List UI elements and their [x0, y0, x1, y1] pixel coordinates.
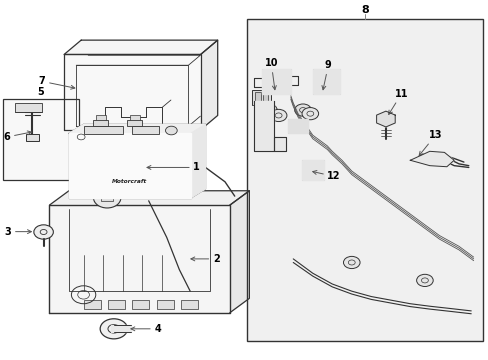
Bar [157, 300, 173, 309]
Circle shape [260, 104, 277, 116]
Polygon shape [229, 191, 249, 313]
Bar [304, 162, 311, 178]
Bar [83, 126, 122, 134]
Text: 13: 13 [418, 130, 442, 156]
Bar [181, 300, 198, 309]
Bar [314, 162, 321, 178]
Polygon shape [261, 69, 290, 94]
Polygon shape [312, 69, 339, 94]
Bar [130, 116, 140, 120]
Circle shape [302, 108, 318, 120]
Text: 8: 8 [361, 5, 368, 15]
Bar [272, 72, 279, 92]
Polygon shape [190, 125, 205, 198]
Bar [101, 195, 113, 201]
Text: Motorcraft: Motorcraft [112, 179, 147, 184]
Text: 6: 6 [4, 131, 31, 142]
Polygon shape [49, 205, 229, 313]
Polygon shape [111, 325, 131, 332]
Polygon shape [69, 125, 205, 134]
Bar [96, 116, 105, 120]
Bar [3, 99, 79, 180]
Polygon shape [69, 134, 190, 198]
Polygon shape [64, 54, 200, 130]
Circle shape [34, 225, 53, 239]
Bar [26, 134, 39, 140]
Polygon shape [254, 101, 285, 151]
Polygon shape [64, 40, 217, 54]
Text: 12: 12 [312, 171, 340, 181]
Text: 10: 10 [264, 58, 278, 90]
Polygon shape [302, 160, 324, 180]
Circle shape [270, 109, 286, 122]
Bar [314, 72, 320, 92]
Polygon shape [288, 119, 307, 134]
Bar [251, 90, 271, 105]
Bar [108, 300, 125, 309]
Bar [132, 300, 149, 309]
Circle shape [294, 104, 311, 116]
Bar [246, 19, 483, 341]
Bar [262, 92, 268, 104]
Circle shape [343, 256, 359, 269]
Text: 1: 1 [147, 162, 200, 172]
Bar [281, 72, 287, 92]
Text: 7: 7 [39, 76, 75, 89]
Circle shape [93, 188, 121, 208]
Text: 4: 4 [131, 324, 161, 334]
Bar [255, 92, 261, 104]
Bar [132, 126, 159, 134]
Text: 5: 5 [37, 87, 44, 97]
Polygon shape [376, 111, 394, 127]
Circle shape [416, 274, 432, 287]
Polygon shape [409, 151, 453, 167]
Bar [330, 72, 335, 92]
Circle shape [100, 319, 127, 339]
Bar [322, 72, 328, 92]
Polygon shape [200, 40, 217, 130]
Text: 2: 2 [190, 254, 219, 264]
Circle shape [165, 126, 177, 135]
Bar [127, 120, 142, 126]
Bar [83, 300, 101, 309]
Polygon shape [49, 191, 249, 205]
Bar [93, 120, 108, 126]
Text: 11: 11 [388, 89, 407, 114]
Bar [264, 72, 270, 92]
Bar [15, 103, 42, 112]
Text: 3: 3 [5, 227, 31, 237]
Text: 9: 9 [321, 60, 331, 90]
